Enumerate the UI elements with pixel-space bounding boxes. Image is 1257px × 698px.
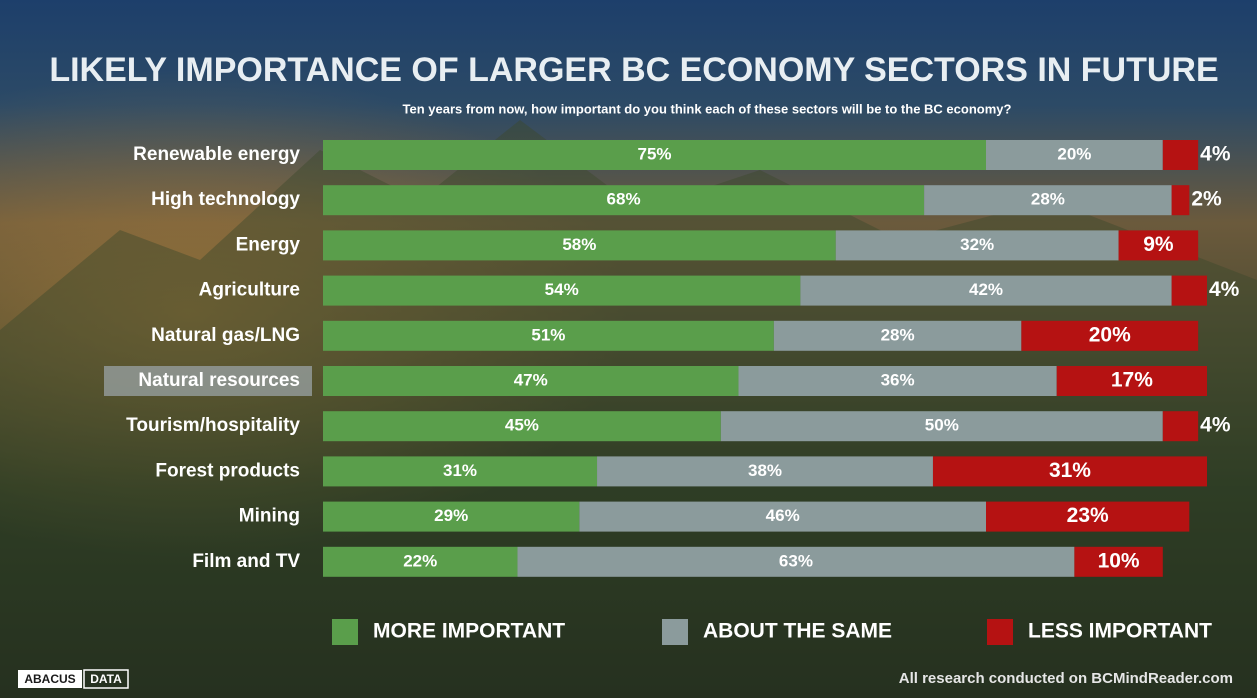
logo: ABACUS DATA [18,669,129,689]
legend-label: LESS IMPORTANT [1028,620,1212,643]
value-label: 68% [607,190,641,209]
bar-segment [773,320,1022,351]
value-label: 32% [960,235,994,254]
logo-box [83,669,129,689]
value-label: 47% [514,370,548,389]
value-label: 31% [1049,459,1091,482]
logo-box [18,670,82,688]
value-label: 4% [1200,414,1231,437]
bar-segment [720,411,1163,442]
logo-text: ABACUS [24,672,75,686]
value-label: 50% [925,416,959,435]
bar-segment [1118,230,1199,261]
category-label: Renewable energy [133,144,300,165]
category-label: Tourism/hospitality [126,415,300,436]
value-label: 31% [443,461,477,480]
value-label: 20% [1057,144,1091,163]
value-label: 75% [637,144,671,163]
value-label: 54% [545,280,579,299]
bar-segment [924,185,1172,216]
bar-segment [1056,366,1207,396]
value-label: 46% [766,506,800,525]
bar-segment [323,366,739,396]
category-highlight [104,366,312,396]
value-label: 51% [531,325,565,344]
value-label: 63% [779,551,813,570]
value-label: 2% [1191,188,1222,211]
value-label: 36% [881,370,915,389]
bar-segment [323,230,836,261]
bar-segment [800,275,1172,306]
value-label: 17% [1111,369,1153,392]
value-label: 4% [1209,278,1240,301]
bar-segment [323,275,801,306]
bar-segment [323,185,925,216]
bar-segment [1162,140,1199,170]
category-label: Natural resources [138,370,300,391]
value-label: 58% [562,235,596,254]
bar-segment [738,366,1057,396]
chart-subtitle: Ten years from now, how important do you… [403,101,1012,116]
value-label: 45% [505,416,539,435]
legend-swatch [662,619,688,645]
bar-segment [835,230,1119,261]
bar-segment [1162,411,1199,442]
value-label: 28% [1031,190,1065,209]
bar-segment [1021,320,1199,351]
value-label: 42% [969,280,1003,299]
bar-segment [323,140,986,170]
bar-segment [323,320,774,351]
value-label: 28% [881,325,915,344]
source-note: All research conducted on BCMindReader.c… [899,670,1233,687]
bar-segment [1171,275,1207,306]
legend-swatch [987,619,1013,645]
bar-segment [323,411,721,442]
value-label: 22% [403,551,437,570]
category-label: Forest products [155,460,300,481]
bar-segment [1074,546,1163,577]
chart-title: LIKELY IMPORTANCE OF LARGER BC ECONOMY S… [49,51,1218,89]
category-label: Agriculture [199,280,300,301]
bar-segment [932,456,1207,487]
category-label: High technology [151,189,300,210]
bar-segment [597,456,933,487]
value-label: 10% [1098,549,1140,572]
bar-segment [323,456,598,487]
bar-segment [986,501,1190,532]
legend-label: MORE IMPORTANT [373,620,565,643]
bar-segment [579,501,986,532]
bar-segment [1171,185,1190,216]
value-label: 29% [434,506,468,525]
bar-segment [323,501,580,532]
value-label: 38% [748,461,782,480]
value-label: 20% [1089,323,1131,346]
value-label: 9% [1143,233,1174,256]
category-label: Mining [239,506,300,527]
logo-text: DATA [90,672,122,686]
value-label: 4% [1200,143,1231,166]
legend-swatch [332,619,358,645]
category-label: Film and TV [192,551,300,572]
bar-segment [986,140,1163,170]
legend-label: ABOUT THE SAME [703,620,892,643]
category-label: Energy [236,234,301,255]
bar-segment [323,546,518,577]
bar-segment [517,546,1075,577]
value-label: 23% [1067,504,1109,527]
category-label: Natural gas/LNG [151,325,300,346]
